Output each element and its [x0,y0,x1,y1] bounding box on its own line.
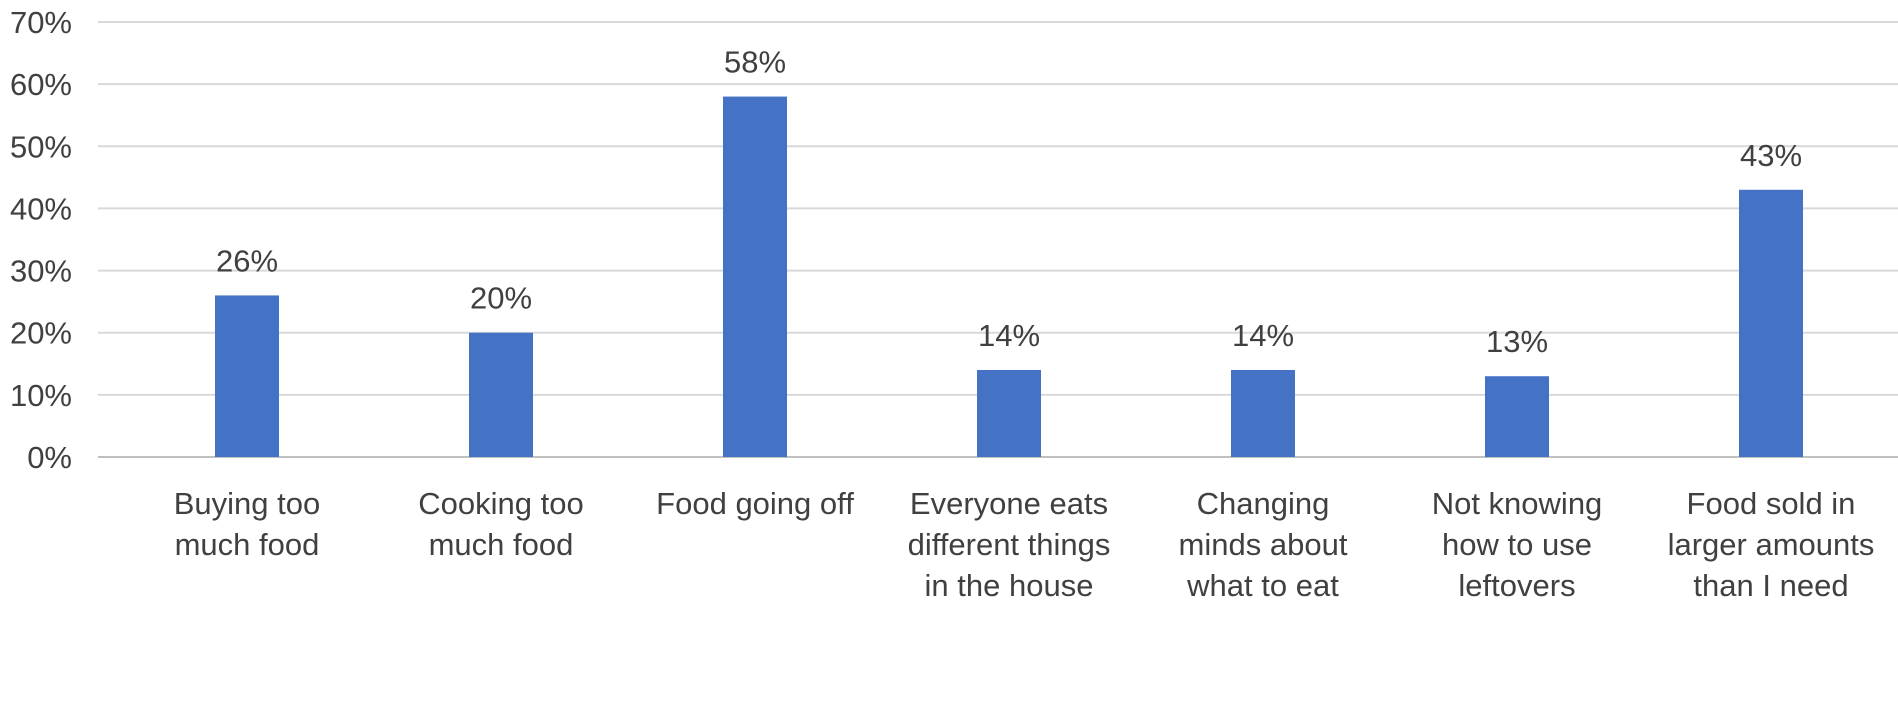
data-label: 20% [470,281,532,316]
x-category-label: Food sold in larger amounts than I need [1668,486,1875,603]
y-tick-label: 50% [10,129,72,164]
bar [1739,189,1803,458]
x-category-label: Changing minds about what to eat [1179,486,1348,603]
bars [215,96,1803,458]
x-category-label: Buying too much food [174,486,321,562]
x-axis-categories: Buying too much food Cooking too much food F… [174,486,1875,603]
y-tick-label: 0% [27,440,72,475]
x-category-label: Cooking too much food [418,486,583,562]
bar [215,295,279,457]
data-label: 14% [978,318,1040,353]
y-tick-label: 30% [10,254,72,289]
data-label: 26% [216,243,278,278]
y-axis-ticks: 0% 10% 20% 30% 40% 50% 60% 70% [10,5,72,475]
bar [977,370,1041,457]
data-label: 14% [1232,318,1294,353]
y-tick-label: 10% [10,378,72,413]
data-labels: 26% 20% 58% 14% 14% 13% 43% [216,45,1802,360]
y-tick-label: 20% [10,316,72,351]
bar [469,332,533,457]
bar [723,96,787,458]
bar [1485,376,1549,457]
data-label: 13% [1486,324,1548,359]
data-label: 43% [1740,138,1802,173]
x-category-label: Not knowing how to use leftovers [1432,486,1603,603]
data-label: 58% [724,45,786,80]
x-category-label: Everyone eats different things in the hous… [908,486,1111,603]
x-category-label: Food going off [656,486,854,521]
gridlines [98,21,1898,458]
y-tick-label: 70% [10,5,72,40]
bar [1231,370,1295,457]
y-tick-label: 40% [10,191,72,226]
y-tick-label: 60% [10,67,72,102]
